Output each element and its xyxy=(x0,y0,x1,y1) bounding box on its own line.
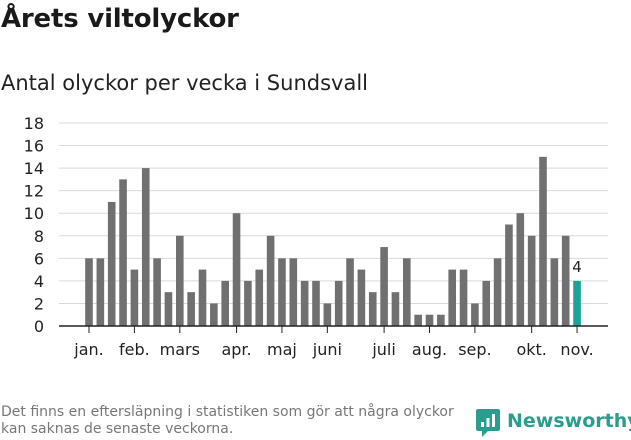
bar-week-26 xyxy=(368,292,377,326)
y-tick-label-10: 10 xyxy=(24,204,44,223)
bar-week-3 xyxy=(107,201,116,326)
y-tick-label-2: 2 xyxy=(34,294,44,313)
bar-week-12 xyxy=(210,303,218,326)
bar-week-22 xyxy=(323,303,332,326)
bar-week-16 xyxy=(255,269,264,326)
x-tick-label-feb.: feb. xyxy=(119,340,150,359)
y-tick-label-0: 0 xyxy=(34,317,44,336)
bar-week-13 xyxy=(221,280,229,326)
y-tick-label-16: 16 xyxy=(24,137,44,156)
x-tick-label-jan.: jan. xyxy=(73,340,103,359)
last-value-label: 4 xyxy=(572,258,582,276)
bar-week-9 xyxy=(176,235,184,326)
newsworthy-logo-icon xyxy=(476,409,500,437)
bar-week-31 xyxy=(425,314,434,326)
bar-week-27 xyxy=(380,247,388,326)
brand-name: Newsworthy xyxy=(507,410,631,432)
x-tick-label-juni: juni xyxy=(312,340,342,359)
bar-week-35 xyxy=(471,303,479,326)
x-tick-label-maj: maj xyxy=(267,340,297,359)
bar-week-37 xyxy=(493,258,502,326)
bar-week-21 xyxy=(312,280,320,326)
bar-week-38 xyxy=(505,224,513,326)
data-labels: 4 xyxy=(572,258,582,276)
bar-week-5 xyxy=(130,269,139,326)
bar-week-42 xyxy=(550,258,559,326)
bar-week-4 xyxy=(119,179,127,326)
x-tick-label-juli: juli xyxy=(371,340,395,359)
y-tick-label-8: 8 xyxy=(34,227,44,246)
y-tick-label-4: 4 xyxy=(34,272,44,291)
bar-week-23 xyxy=(334,280,343,326)
x-tick-label-sep.: sep. xyxy=(458,340,491,359)
bar-week-33 xyxy=(448,269,456,326)
bar-week-15 xyxy=(244,280,252,326)
bar-week-28 xyxy=(391,292,400,326)
bar-week-32 xyxy=(437,314,445,326)
bars xyxy=(85,156,581,326)
bar-week-18 xyxy=(278,258,286,326)
bar-week-44 xyxy=(573,280,581,326)
bar-week-39 xyxy=(516,213,525,326)
bar-week-19 xyxy=(289,258,298,326)
bar-week-20 xyxy=(300,280,309,326)
bar-week-34 xyxy=(459,269,468,326)
bar-week-8 xyxy=(164,292,173,326)
bar-week-41 xyxy=(539,156,547,326)
x-tick-label-okt.: okt. xyxy=(516,340,546,359)
bar-week-43 xyxy=(561,235,570,326)
footnote: Det finns en eftersläpning i statistiken… xyxy=(1,404,454,437)
gridlines xyxy=(59,122,608,304)
bar-week-11 xyxy=(198,269,207,326)
y-tick-label-12: 12 xyxy=(24,182,44,201)
y-tick-label-14: 14 xyxy=(24,159,44,178)
x-tick-label-nov.: nov. xyxy=(560,340,593,359)
x-tick-label-apr.: apr. xyxy=(221,340,251,359)
bar-week-17 xyxy=(266,235,275,326)
bar-week-2 xyxy=(96,258,105,326)
bar-week-6 xyxy=(141,168,150,326)
bar-week-30 xyxy=(414,314,422,326)
bar-week-10 xyxy=(187,292,195,326)
bar-week-24 xyxy=(346,258,354,326)
bar-week-7 xyxy=(153,258,161,326)
chart-subtitle: Antal olyckor per vecka i Sundsvall xyxy=(1,71,368,95)
x-tick-label-mars: mars xyxy=(160,340,200,359)
bar-week-36 xyxy=(482,280,491,326)
x-axis: jan. feb. mars apr. maj juni juli aug. sep. okt. n… xyxy=(59,325,608,359)
chart-title: Årets viltolyckor xyxy=(1,4,239,34)
y-tick-label-18: 18 xyxy=(24,114,44,133)
y-axis-ticks: 0 2 4 6 8 10 12 14 16 18 xyxy=(24,114,44,336)
bar-week-1 xyxy=(85,258,93,326)
bar-week-29 xyxy=(403,258,411,326)
bar-week-25 xyxy=(357,269,366,326)
x-tick-label-aug.: aug. xyxy=(412,340,447,359)
y-tick-label-6: 6 xyxy=(34,249,44,268)
bar-week-14 xyxy=(232,213,241,326)
bar-week-40 xyxy=(527,235,536,326)
newsworthy-brand[interactable]: Newsworthy xyxy=(475,408,631,440)
